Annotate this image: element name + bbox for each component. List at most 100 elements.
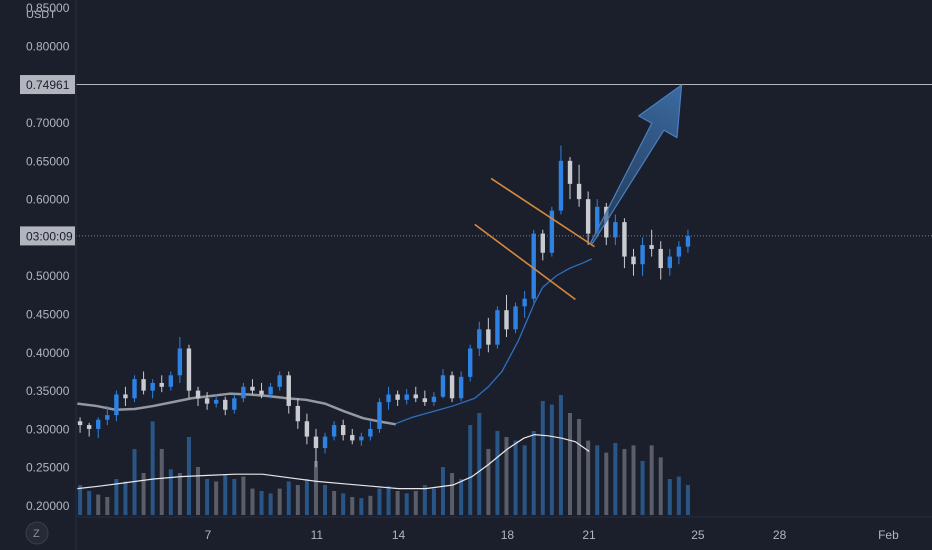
- volume-bar: [159, 449, 164, 515]
- candle-body: [667, 256, 673, 269]
- volume-bar: [667, 479, 672, 515]
- candle-body: [259, 390, 264, 395]
- candle-body: [277, 375, 282, 387]
- time-tick-label: Feb: [878, 528, 899, 542]
- price-tick-label: 0.60000: [26, 193, 70, 207]
- time-tick-label: 21: [582, 528, 596, 542]
- volume-bar: [522, 445, 527, 515]
- time-tick-label: 14: [392, 528, 406, 542]
- volume-bar: [477, 413, 482, 515]
- volume-bar: [78, 485, 83, 515]
- candle-body: [622, 222, 627, 257]
- volume-bar: [223, 474, 228, 515]
- candle-body: [440, 375, 446, 397]
- time-tick-label: 7: [205, 528, 212, 542]
- candle-body: [658, 248, 663, 269]
- volume-bar: [468, 425, 473, 515]
- candle-body: [223, 399, 228, 410]
- volume-bar: [232, 479, 237, 515]
- volume-bar: [368, 495, 373, 515]
- candle-layer: [77, 145, 691, 468]
- volume-bar: [549, 404, 554, 515]
- candle-body: [213, 399, 219, 404]
- volume-bar: [323, 485, 328, 515]
- zoom-reset-circle: [25, 521, 49, 545]
- volume-bar: [295, 485, 300, 515]
- candle-body: [241, 386, 246, 399]
- volume-bar: [286, 481, 291, 515]
- candle-body: [250, 386, 255, 391]
- candle-body: [458, 376, 464, 399]
- volume-bar: [558, 395, 563, 515]
- volume-bar: [658, 457, 663, 515]
- volume-bar: [495, 431, 500, 515]
- volume-bar: [540, 401, 545, 515]
- time-axis-ticks: 7 11 14 18 21 25 28 Feb: [205, 528, 899, 542]
- volume-bar: [168, 469, 173, 515]
- candle-body: [404, 394, 409, 400]
- candle-body: [522, 298, 527, 307]
- volume-bar: [459, 479, 464, 515]
- candle-body: [141, 379, 146, 391]
- candle-body: [86, 425, 92, 429]
- volume-bar: [377, 488, 382, 515]
- volume-bar: [214, 481, 219, 515]
- volume-bar: [341, 493, 346, 515]
- candle-body: [477, 329, 482, 349]
- volume-bar: [440, 467, 445, 515]
- candle-body: [123, 394, 128, 399]
- volume-bar: [404, 493, 409, 515]
- candle-body: [395, 394, 400, 400]
- volume-bar: [413, 491, 418, 515]
- countdown-badge[interactable]: 03:00:09: [20, 226, 75, 246]
- volume-bar: [277, 488, 282, 515]
- candle-body: [377, 402, 382, 429]
- candle-body: [350, 435, 355, 441]
- candle-body: [105, 415, 110, 420]
- volume-bar: [531, 431, 536, 515]
- price-tick-label: 0.85000: [26, 1, 70, 15]
- price-tick-label: 0.70000: [26, 116, 70, 130]
- price-line-badge[interactable]: 0.74961: [20, 75, 75, 95]
- price-tick-label: 0.40000: [26, 346, 70, 360]
- candle-body: [331, 425, 337, 437]
- projection-arrow: [590, 84, 683, 244]
- candle-body: [204, 398, 210, 404]
- price-line-badge-box: [20, 75, 75, 95]
- volume-bar: [96, 494, 101, 515]
- candle-body: [295, 405, 301, 422]
- volume-bar: [431, 488, 436, 515]
- time-tick-label: 25: [691, 528, 705, 542]
- candle-body: [640, 245, 645, 265]
- candle-body: [132, 379, 137, 399]
- candle-body: [359, 436, 364, 441]
- price-axis-ticks: 0.85000 0.80000 0.70000 0.65000 0.60000 0.500…: [26, 1, 70, 513]
- volume-bar: [205, 479, 210, 515]
- volume-bar: [332, 491, 337, 515]
- price-tick-label: 0.25000: [26, 461, 70, 475]
- volume-bar: [613, 443, 618, 515]
- candle-body: [77, 421, 83, 426]
- candle-body: [495, 310, 500, 345]
- time-axis-panel[interactable]: [0, 517, 932, 550]
- price-tick-label: 0.80000: [26, 39, 70, 53]
- zoom-reset-button[interactable]: Z: [25, 521, 49, 545]
- ma-short-line: [395, 258, 593, 425]
- volume-bar: [359, 498, 364, 515]
- volume-bar: [196, 467, 201, 515]
- price-unit-label: USDT: [26, 9, 56, 21]
- time-tick-label: 18: [501, 528, 515, 542]
- price-tick-label: 0.20000: [26, 499, 70, 513]
- volume-ma-line: [77, 433, 590, 490]
- candle-body: [631, 256, 636, 265]
- candle-body: [386, 394, 391, 403]
- candle-body: [114, 394, 119, 416]
- candle-body: [649, 245, 654, 249]
- candle-body: [449, 375, 455, 399]
- volume-bar: [313, 461, 318, 515]
- candle-body: [549, 210, 555, 253]
- volume-bar: [504, 437, 509, 515]
- countdown-label: 03:00:09: [26, 229, 73, 243]
